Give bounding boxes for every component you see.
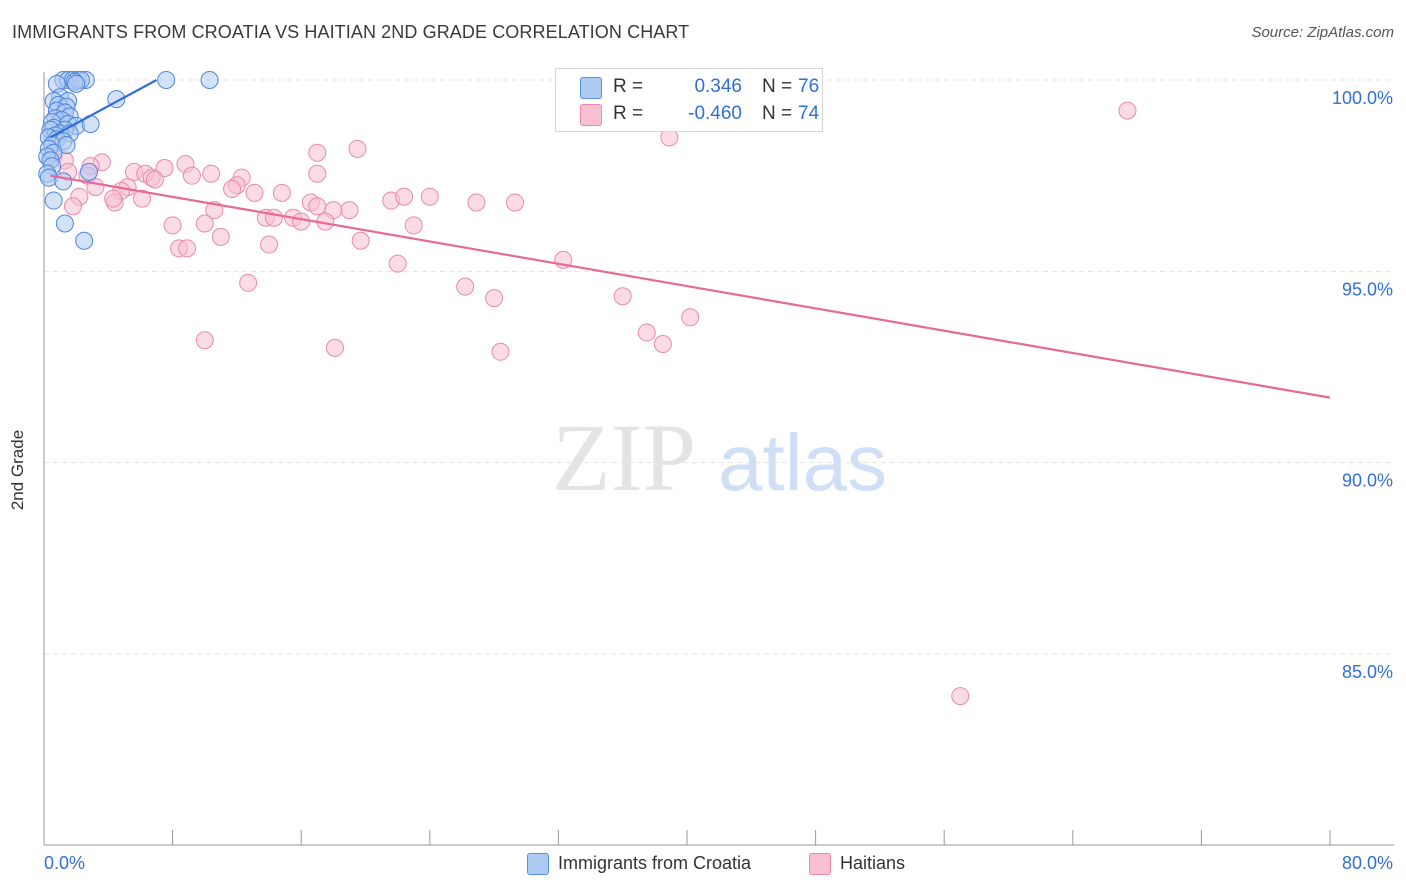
haitians-point — [163, 216, 182, 235]
y-tick-label: 85.0% — [1342, 662, 1393, 682]
haitians-point — [223, 180, 242, 199]
legend-r-value-croatia: 0.346 — [694, 76, 742, 97]
chart-title: IMMIGRANTS FROM CROATIA VS HAITIAN 2ND G… — [12, 22, 690, 42]
haitians-point — [195, 214, 214, 233]
haitians-point — [264, 208, 283, 227]
bottom-legend-swatch-croatia — [527, 853, 549, 875]
haitians-point — [272, 183, 291, 202]
haitians-point — [491, 342, 510, 361]
haitians-point — [245, 183, 264, 202]
croatia-point — [67, 74, 86, 93]
trend-lines — [49, 79, 1331, 399]
haitians-point — [239, 273, 258, 292]
haitians-point — [348, 139, 367, 158]
haitians-point — [467, 193, 486, 212]
haitians-point — [637, 323, 656, 342]
haitians-point — [63, 197, 82, 216]
haitians-point — [308, 197, 327, 216]
watermark-zip: ZIP — [552, 404, 696, 511]
x-tick-label: 0.0% — [44, 853, 85, 873]
croatia-trend-line — [49, 79, 158, 139]
legend-swatch-croatia — [580, 77, 602, 99]
haitians-point — [420, 187, 439, 206]
haitians-point — [681, 308, 700, 327]
haitians-point — [260, 235, 279, 254]
bottom-legend-label-croatia: Immigrants from Croatia — [558, 853, 752, 873]
haitians-point — [1118, 101, 1137, 120]
legend-n-label: N = — [762, 76, 793, 97]
legend-r-value-haitians: -0.460 — [688, 103, 742, 124]
haitians-point — [211, 227, 230, 246]
haitians-point — [388, 254, 407, 273]
bottom-legend-label-haitians: Haitians — [840, 853, 906, 873]
legend-r-label: R = — [613, 76, 644, 97]
haitians-point — [202, 164, 221, 183]
croatia-point — [54, 172, 73, 191]
y-tick-label: 100.0% — [1332, 88, 1393, 108]
haitians-point — [395, 187, 414, 206]
haitians-trend-line — [50, 174, 1331, 399]
haitians-point — [133, 189, 152, 208]
haitians-point — [145, 170, 164, 189]
haitians-point — [340, 201, 359, 220]
stats-legend: R = 0.346 N = 76 R = -0.460 N = 74 — [555, 68, 823, 132]
haitians-point — [155, 159, 174, 178]
croatia-point — [80, 162, 99, 181]
haitians-point — [485, 289, 504, 308]
gridlines — [44, 79, 1394, 655]
croatia-point — [55, 214, 74, 233]
haitians-point — [404, 216, 423, 235]
haitians-point — [351, 231, 370, 250]
legend-swatch-haitians — [580, 104, 602, 126]
haitians-point — [178, 239, 197, 258]
legend-n-label: N = — [762, 103, 793, 124]
y-tick-label: 90.0% — [1342, 471, 1393, 491]
x-tick-label: 80.0% — [1342, 853, 1393, 873]
haitians-point — [195, 331, 214, 350]
haitians-point — [308, 164, 327, 183]
haitians-point — [308, 143, 327, 162]
haitians-point — [653, 335, 672, 354]
watermark: ZIP atlas — [552, 404, 887, 511]
croatia-point — [75, 231, 94, 250]
haitians-point — [182, 166, 201, 185]
y-tick-label: 95.0% — [1342, 279, 1393, 299]
haitians-point — [292, 212, 311, 231]
legend-n-value-croatia: 76 — [798, 76, 820, 97]
source-credit: Source: ZipAtlas.com — [1251, 24, 1394, 41]
croatia-point — [200, 71, 219, 89]
croatia-point — [157, 71, 176, 89]
haitians-point — [951, 687, 970, 706]
tick-labels: 85.0% 90.0% 95.0% 100.0% 0.0% 80.0% — [44, 88, 1393, 873]
haitians-point — [86, 178, 105, 197]
haitians-point — [613, 287, 632, 306]
haitians-point — [505, 193, 524, 212]
legend-r-label: R = — [613, 103, 644, 124]
haitians-points — [44, 71, 1137, 706]
haitians-point — [104, 189, 123, 208]
haitians-point — [456, 277, 475, 296]
axes — [43, 72, 1394, 846]
croatia-point — [44, 191, 63, 210]
watermark-atlas: atlas — [718, 418, 887, 507]
bottom-legend-swatch-haitians — [809, 853, 831, 875]
haitians-point — [325, 338, 344, 357]
legend-n-value-haitians: 74 — [798, 103, 820, 124]
